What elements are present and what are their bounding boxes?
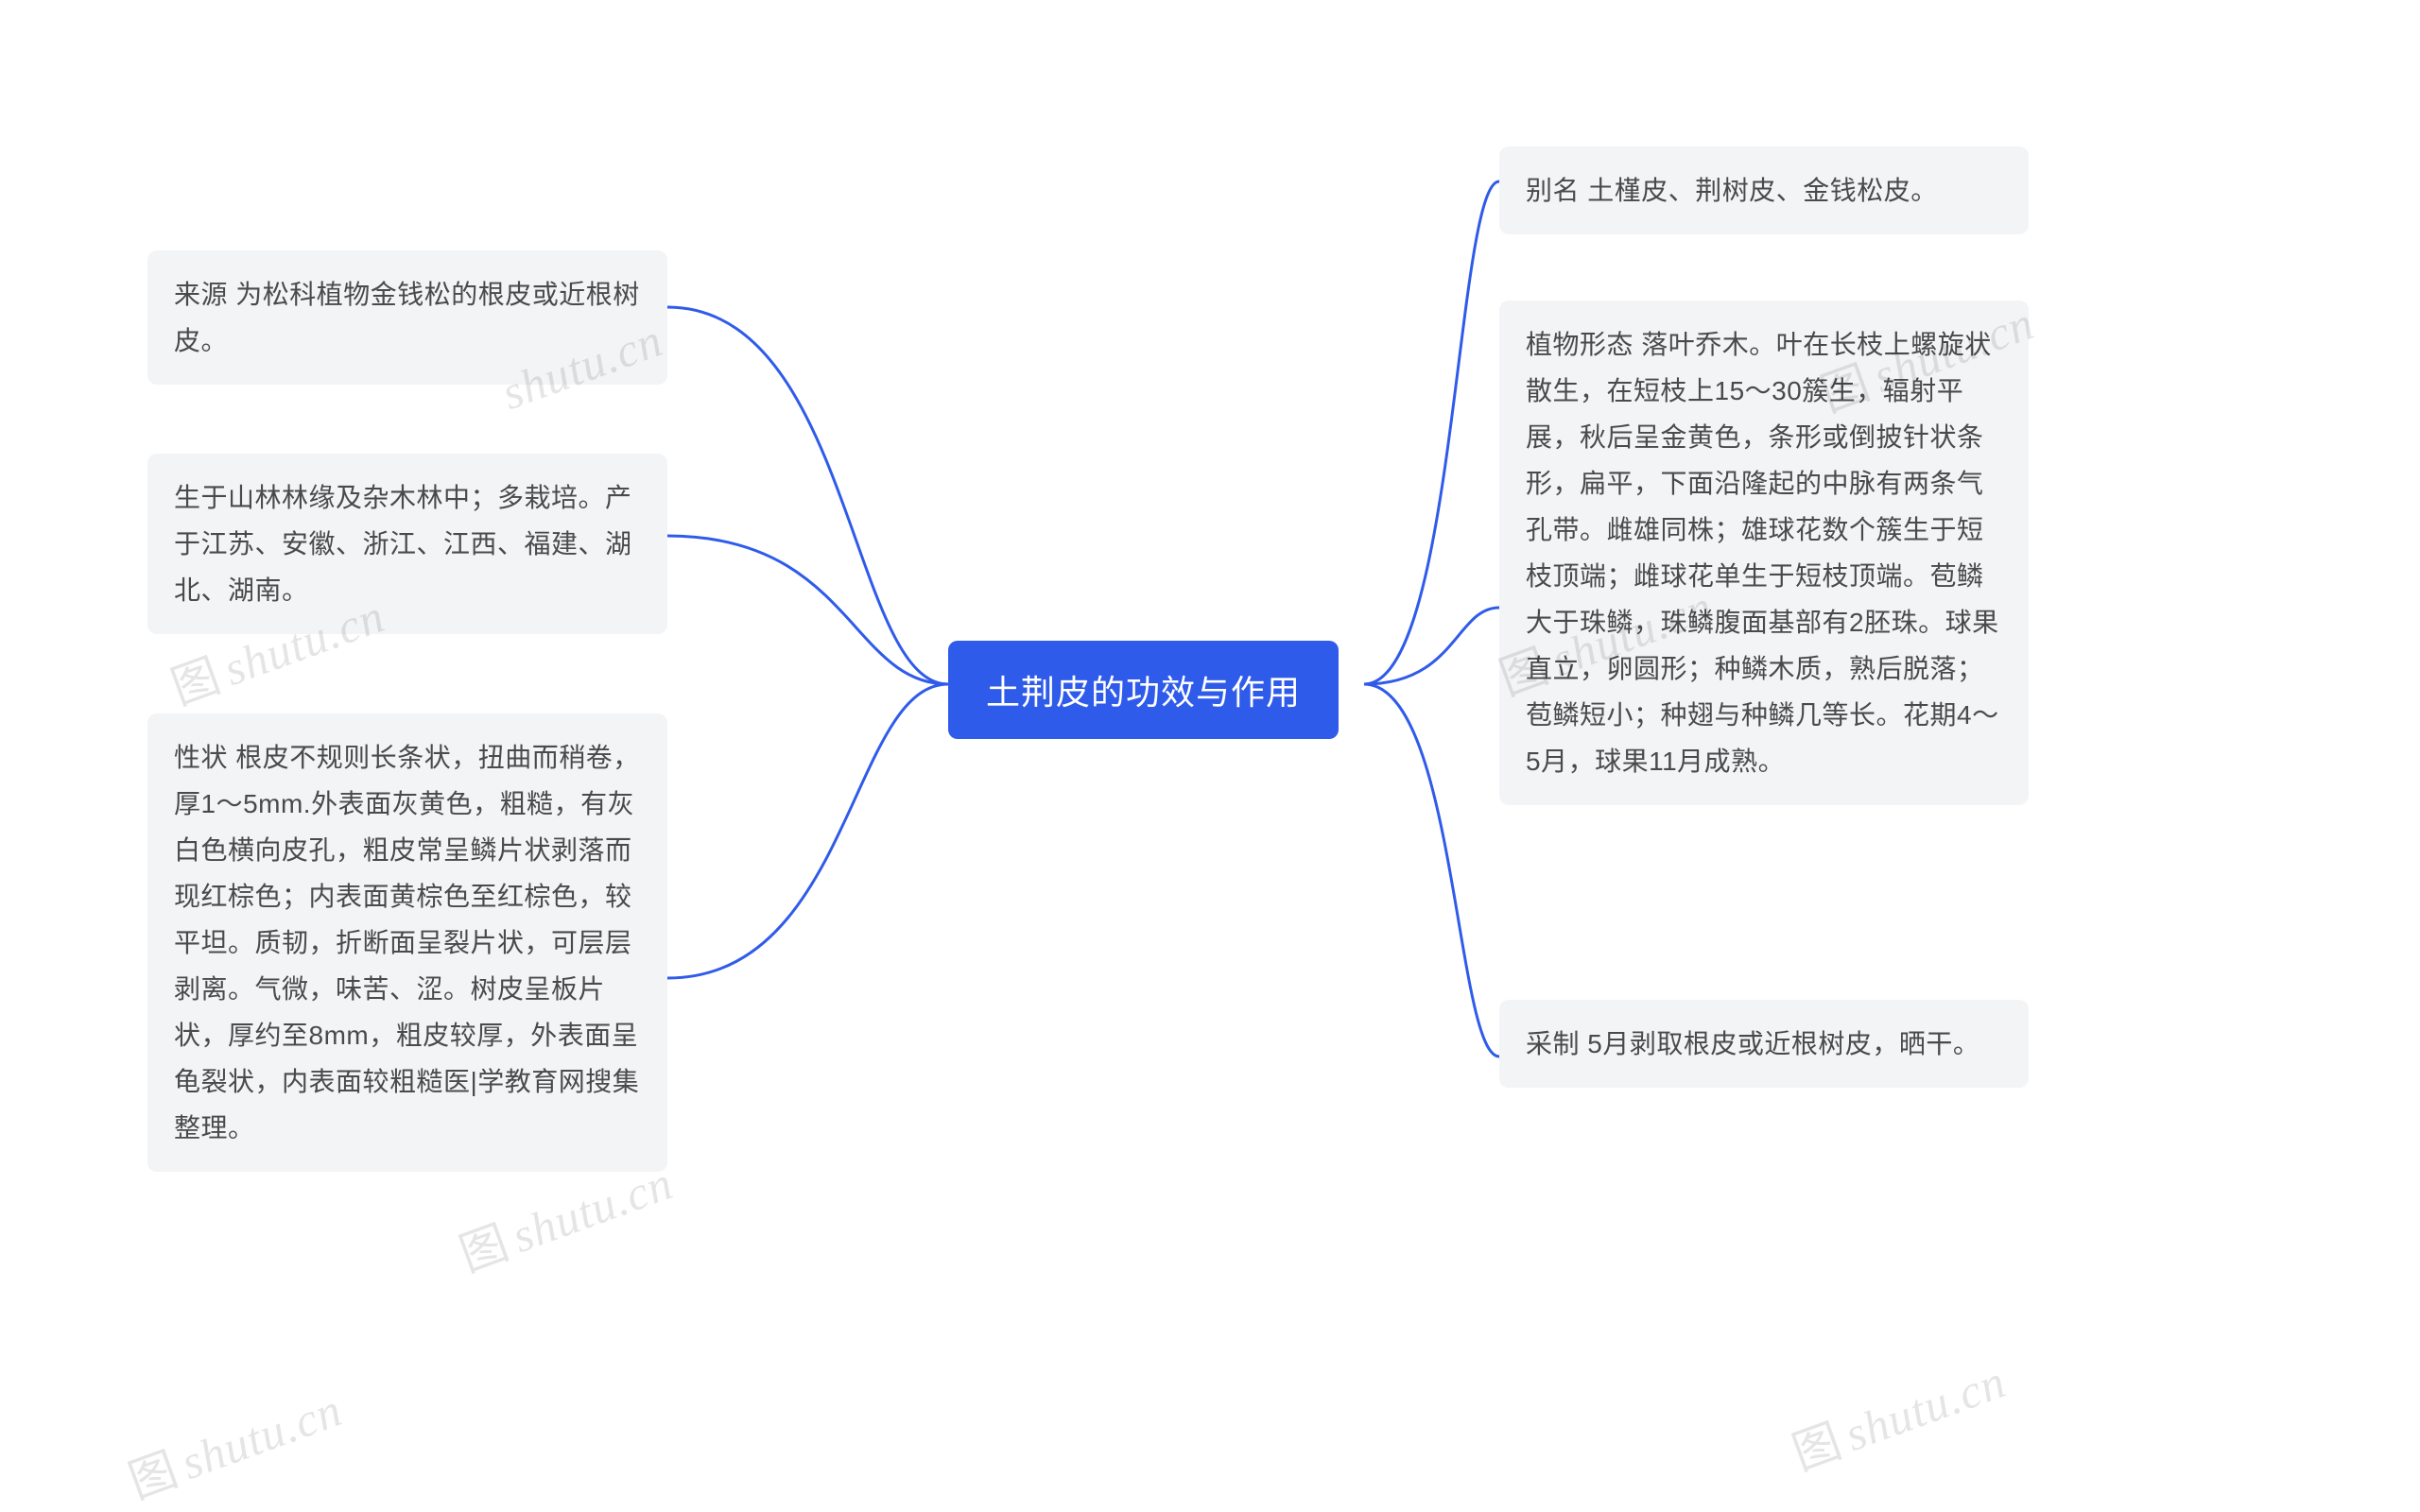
leaf-left-1[interactable]: 来源 为松科植物金钱松的根皮或近根树皮。: [147, 250, 667, 385]
connector-right-2: [1364, 608, 1499, 684]
connector-right-1: [1364, 181, 1499, 684]
mindmap-canvas: 土荆皮的功效与作用 来源 为松科植物金钱松的根皮或近根树皮。 生于山林林缘及杂木…: [0, 0, 2420, 1512]
center-node[interactable]: 土荆皮的功效与作用: [948, 641, 1339, 739]
leaf-left-3[interactable]: 性状 根皮不规则长条状，扭曲而稍卷，厚1～5mm.外表面灰黄色，粗糙，有灰白色横…: [147, 713, 667, 1172]
leaf-right-1[interactable]: 别名 土槿皮、荆树皮、金钱松皮。: [1499, 146, 2029, 234]
leaf-left-2[interactable]: 生于山林林缘及杂木林中；多栽培。产于江苏、安徽、浙江、江西、福建、湖北、湖南。: [147, 454, 667, 634]
watermark: 图shutu.cn: [118, 1372, 350, 1512]
connector-left-1: [667, 307, 948, 684]
connector-left-2: [667, 536, 948, 684]
leaf-right-3[interactable]: 采制 5月剥取根皮或近根树皮，晒干。: [1499, 1000, 2029, 1088]
watermark: 图shutu.cn: [1782, 1344, 2014, 1484]
leaf-right-2[interactable]: 植物形态 落叶乔木。叶在长枝上螺旋状散生，在短枝上15～30簇生，辐射平展，秋后…: [1499, 301, 2029, 805]
connector-right-3: [1364, 684, 1499, 1057]
connector-left-3: [667, 684, 948, 978]
